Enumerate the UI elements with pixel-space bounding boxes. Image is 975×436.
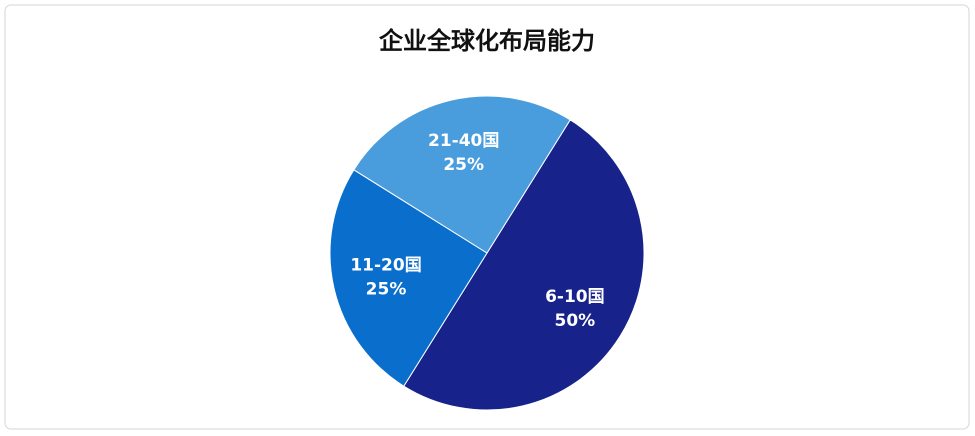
slice-category-label: 11-20国 [350, 255, 421, 275]
slice-category-label: 6-10国 [545, 287, 605, 307]
pie-slice [353, 95, 571, 254]
pie-slice [329, 169, 488, 387]
slice-value-label: 25% [443, 155, 484, 175]
slice-value-label: 25% [366, 279, 407, 299]
chart-title: 企业全球化布局能力 [379, 27, 595, 55]
pie-slice [403, 119, 645, 411]
slice-category-label: 21-40国 [428, 131, 499, 151]
slice-value-label: 50% [555, 311, 596, 331]
